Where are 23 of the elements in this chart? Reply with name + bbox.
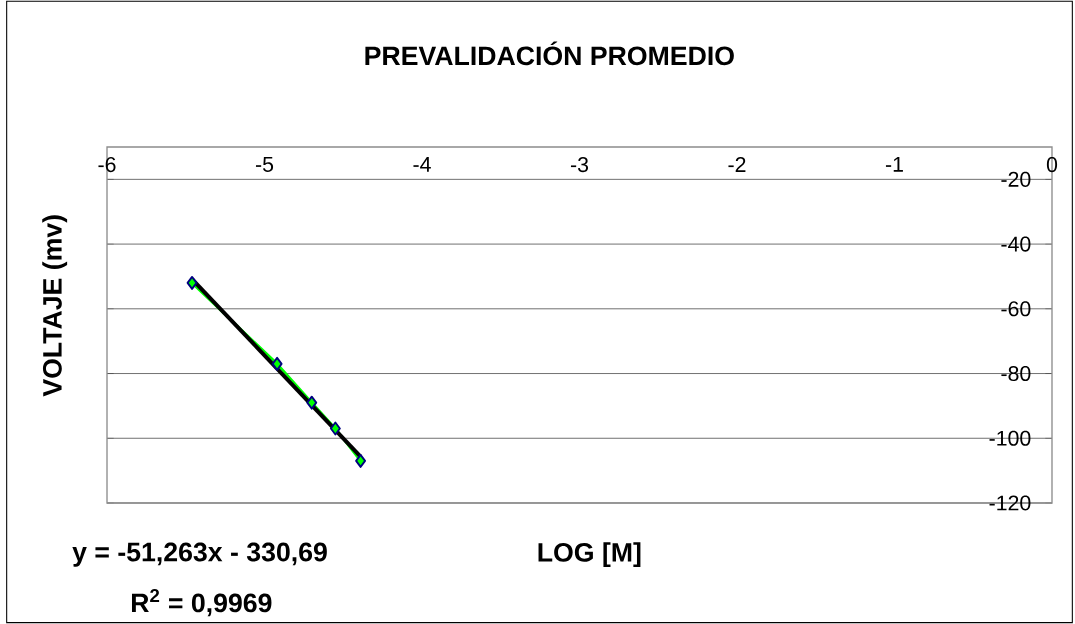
x-tick-label: 0 xyxy=(1046,157,1058,173)
y-tick-label: -80 xyxy=(1001,365,1031,382)
y-tick-label: -40 xyxy=(1001,236,1031,252)
x-tick-label: -5 xyxy=(255,157,274,172)
point xyxy=(355,453,367,468)
point xyxy=(329,421,341,436)
text: R$^{2}$ = 0,9969 xyxy=(131,589,272,617)
point xyxy=(271,356,283,371)
x-tick-label: -1 xyxy=(885,157,903,172)
x-axis-title: LOG [M] xyxy=(538,542,641,568)
y-tick-label: -60 xyxy=(1001,301,1031,317)
y-tick-label: -120 xyxy=(989,495,1031,511)
point xyxy=(306,395,318,410)
y-tick-label: -20 xyxy=(1001,171,1031,187)
chart-title: PREVALIDACIÓN PROMEDIO xyxy=(365,41,734,66)
x-tick-label: -4 xyxy=(413,157,431,172)
point xyxy=(186,275,198,290)
x-tick-label: -6 xyxy=(98,157,116,173)
text: y = -51,263x - 330,69 xyxy=(72,542,327,567)
x-tick-label: -3 xyxy=(570,157,589,173)
x-tick-label: -2 xyxy=(728,157,746,172)
y-tick-label: -100 xyxy=(989,430,1031,446)
y-axis-title: VOLTAJE (mv) xyxy=(42,215,68,397)
